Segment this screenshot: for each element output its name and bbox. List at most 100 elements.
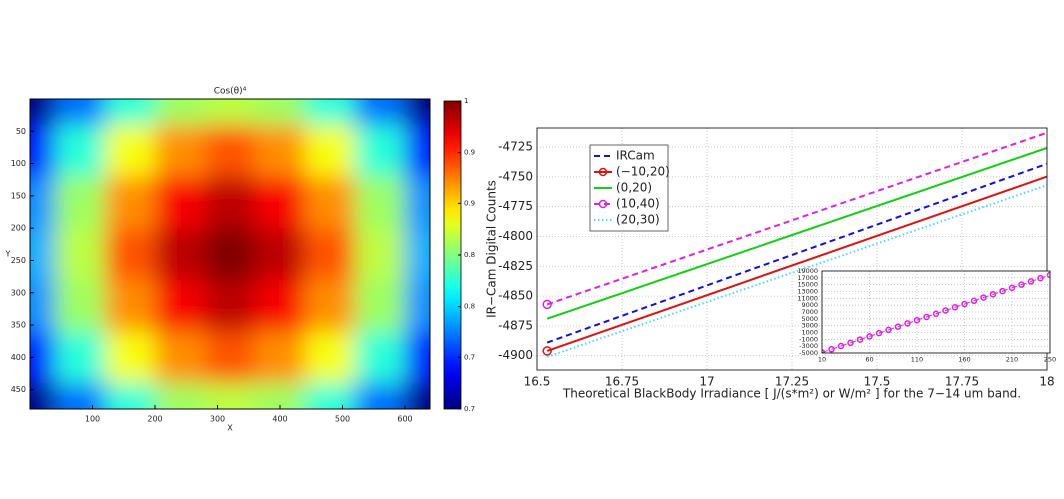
heat-cell	[405, 99, 430, 126]
series-line	[822, 274, 1050, 353]
plot-area	[822, 271, 1050, 353]
series-marker	[866, 333, 873, 340]
x-tick-label: 210	[1006, 356, 1018, 364]
x-tick-label: 110	[911, 356, 923, 364]
x-tick-label: 17.75	[945, 375, 979, 389]
series-marker	[951, 304, 959, 311]
series-marker	[847, 339, 854, 347]
heat-cell	[305, 176, 356, 229]
series-marker	[904, 320, 911, 327]
series-marker	[980, 294, 987, 301]
y-tick-label: -4775	[498, 199, 533, 213]
heat-cell	[405, 176, 430, 229]
heat-cell	[255, 331, 306, 384]
chart-title: Cos(θ)⁴	[214, 87, 247, 97]
heat-cell	[205, 279, 256, 332]
y-tick-label: 5000	[801, 315, 818, 323]
heat-cell	[255, 383, 306, 409]
series-marker	[999, 287, 1006, 295]
y-tick-label: 15000	[797, 281, 818, 289]
heat-cell	[55, 383, 106, 409]
heat-cell	[105, 279, 156, 332]
heat-cell	[30, 99, 56, 126]
heat-cell	[255, 99, 306, 126]
heat-cell	[255, 124, 306, 177]
heat-cell	[30, 228, 56, 281]
heat-cell	[405, 279, 430, 332]
heat-cell	[30, 176, 56, 229]
series-line	[546, 146, 1047, 320]
x-tick-label: 10	[818, 356, 826, 364]
colorbar-tick-label: 0.7	[464, 405, 475, 413]
y-tick-label: 11000	[797, 294, 818, 302]
y-tick-label: -4750	[498, 169, 533, 183]
series-line	[546, 131, 1047, 306]
heat-cell	[105, 228, 156, 281]
heat-cell	[205, 124, 256, 177]
heat-cell	[205, 331, 256, 384]
y-tick-label: 7000	[801, 308, 818, 316]
x-tick-label: 600	[397, 415, 412, 424]
heatmap-clip	[30, 99, 430, 409]
heat-cell	[55, 228, 106, 281]
heat-cell	[105, 176, 156, 229]
y-tick-label: 200	[11, 224, 26, 233]
x-tick-label: 16.5	[524, 375, 551, 389]
y-tick-label: -4825	[498, 259, 533, 273]
y-tick-label: 350	[11, 321, 26, 330]
series-marker	[932, 310, 940, 317]
colorbar-tick-label: 0.9	[464, 149, 475, 157]
axes-frame	[536, 127, 1048, 371]
y-tick-label: 100	[11, 159, 26, 168]
series-marker	[1008, 284, 1016, 292]
heatmap	[30, 99, 430, 409]
heat-cell	[205, 228, 256, 281]
series-marker	[885, 326, 892, 334]
series-marker	[837, 342, 845, 350]
heat-cell	[205, 176, 256, 229]
x-tick-label: 500	[335, 415, 350, 424]
heat-cell	[305, 124, 356, 177]
colorbar-tick-label: 1	[464, 97, 468, 105]
heat-cell	[155, 176, 206, 229]
colorbar-tick-label: 0.7	[464, 353, 475, 361]
series-marker	[828, 346, 835, 353]
legend-marker	[598, 167, 608, 177]
x-tick-label: 17	[699, 375, 714, 389]
y-tick-label: 9000	[801, 301, 818, 309]
x-tick-label: 300	[210, 415, 225, 424]
y-tick-label: -1000	[799, 335, 818, 343]
heat-cell	[55, 331, 106, 384]
heat-cell	[105, 99, 156, 126]
heat-cell	[305, 383, 356, 409]
heat-cell	[205, 383, 256, 409]
heat-cell	[30, 279, 56, 332]
heat-cell	[405, 228, 430, 281]
x-tick-label: 250	[1044, 356, 1056, 364]
legend-marker	[598, 199, 608, 209]
y-axis-label: Y	[5, 250, 11, 259]
y-tick-label: 50	[16, 127, 26, 136]
heat-cell	[405, 383, 430, 409]
x-tick-label: 200	[147, 415, 162, 424]
x-tick-label: 17.5	[864, 375, 891, 389]
series-line	[546, 162, 1047, 344]
series-marker	[875, 329, 883, 337]
x-axis-label: X	[227, 424, 233, 433]
x-tick-label: 400	[272, 415, 287, 424]
series-marker	[542, 299, 552, 310]
series-marker	[942, 307, 949, 314]
heat-cell	[305, 228, 356, 281]
heat-cell	[30, 331, 56, 384]
heat-cell	[305, 279, 356, 332]
heat-cell	[30, 383, 56, 409]
heat-cell	[255, 228, 306, 281]
axes-frame	[29, 98, 431, 410]
heat-cell	[355, 331, 406, 384]
y-tick-label: -3000	[799, 342, 818, 350]
heat-cell	[105, 331, 156, 384]
x-tick-label: 160	[958, 356, 970, 364]
series-marker	[989, 291, 997, 298]
heat-cell	[255, 279, 306, 332]
colorbar-tick-label: 0.8	[464, 303, 475, 311]
